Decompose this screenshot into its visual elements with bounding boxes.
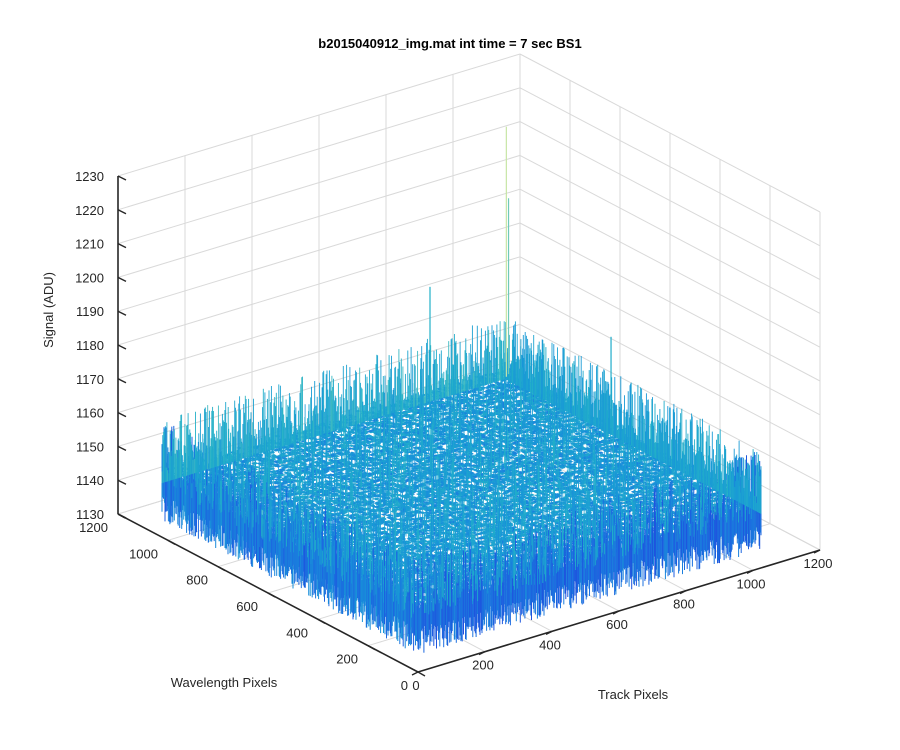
backwall-gridline [519, 290, 821, 450]
backwall-gridline [117, 87, 521, 211]
backwall-gridline [117, 121, 521, 245]
backwall-gridline [117, 222, 521, 346]
surface-patch [341, 481, 348, 485]
backwall-gridline [519, 154, 821, 314]
backwall-gridline [519, 188, 821, 348]
surface-patch [367, 422, 374, 426]
surface-patch [402, 412, 409, 415]
backwall-gridline [117, 53, 521, 177]
backwall-gridline [519, 256, 821, 416]
backwall-gridline [117, 154, 521, 278]
surface-patch [254, 457, 262, 461]
surface-patch [492, 389, 500, 393]
surface [161, 126, 762, 653]
backwall-gridline [519, 121, 821, 281]
backwall-gridline [519, 323, 821, 483]
backwall-gridline [117, 188, 521, 312]
backwall-gridline [519, 222, 821, 382]
surface-patch [368, 425, 376, 429]
surface-patch [405, 410, 412, 413]
backwall-gridline [519, 53, 821, 213]
surface-patch [272, 448, 280, 452]
surface-patch [406, 408, 413, 412]
backwall-gridline [117, 290, 521, 414]
backwall-gridline [519, 87, 821, 247]
backwall-gridline [117, 256, 521, 380]
surface-patch [290, 483, 298, 487]
